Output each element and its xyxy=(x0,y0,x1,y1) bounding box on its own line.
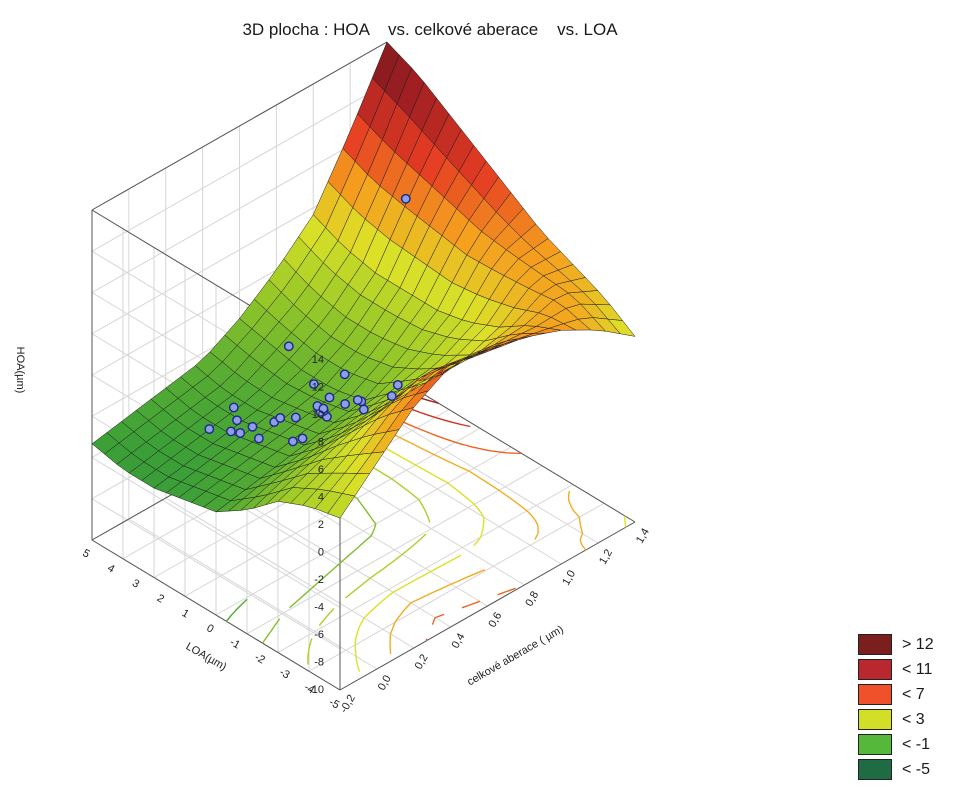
x-tick-label: 0,2 xyxy=(413,652,431,671)
observation-point xyxy=(392,379,403,390)
z-tick-label: -6 xyxy=(314,629,324,641)
legend-swatch xyxy=(858,659,892,680)
y-tick-label: 3 xyxy=(130,577,141,590)
legend-swatch xyxy=(858,709,892,730)
y-axis-title: LOA(µm) xyxy=(184,641,229,674)
legend-swatch xyxy=(858,684,892,705)
y-tick-label: -1 xyxy=(228,636,242,651)
z-tick-label: -8 xyxy=(314,656,324,668)
z-tick-label: -2 xyxy=(314,574,324,586)
x-tick-label: 0,6 xyxy=(486,610,504,629)
legend-label: < -1 xyxy=(902,735,931,753)
observation-point xyxy=(339,369,350,380)
y-tick-label: -3 xyxy=(277,666,291,681)
z-tick-label: 6 xyxy=(318,464,324,476)
x-tick-label: 1,4 xyxy=(634,526,652,545)
observation-point xyxy=(228,402,239,413)
z-tick-label: 4 xyxy=(318,491,324,503)
legend-item: < -5 xyxy=(858,757,958,782)
legend-swatch xyxy=(858,634,892,655)
x-axis-title: celkové aberace ( µm) xyxy=(465,623,565,688)
observation-point xyxy=(290,412,301,423)
observation-point xyxy=(275,412,286,423)
legend-label: < 3 xyxy=(902,710,925,728)
observation-point xyxy=(308,379,319,390)
contour-projection xyxy=(192,379,627,672)
legend-item: < 11 xyxy=(858,657,958,682)
observation-point xyxy=(297,433,308,444)
legend-label: < 7 xyxy=(902,685,925,703)
z-axis-title: HOA(µm) xyxy=(14,347,26,394)
legend-label: < -5 xyxy=(902,760,931,778)
legend-swatch xyxy=(858,734,892,755)
legend: > 12 < 11 < 7 < 3 < -1 < -5 xyxy=(858,632,958,782)
z-tick-label: -10 xyxy=(308,684,324,696)
surface-plot: 14121086420-2-4-6-8-10543210-1-2-3-4-5-0… xyxy=(14,41,652,715)
z-tick-label: 12 xyxy=(312,381,324,393)
observation-point xyxy=(287,436,298,447)
z-tick-label: 8 xyxy=(318,436,324,448)
y-tick-label: 4 xyxy=(105,562,116,575)
legend-item: < 7 xyxy=(858,682,958,707)
x-tick-label: 0,8 xyxy=(523,589,541,608)
observation-point xyxy=(358,404,369,415)
z-tick-label: 14 xyxy=(312,354,324,366)
observation-points xyxy=(204,193,411,447)
z-tick-label: 2 xyxy=(318,519,324,531)
z-tick-label: 0 xyxy=(318,546,324,558)
chart-title: 3D plocha : HOA vs. celkové aberace vs. … xyxy=(242,20,618,39)
x-tick-label: 1,0 xyxy=(560,568,578,587)
surface-cell xyxy=(607,318,636,337)
legend-swatch xyxy=(858,759,892,780)
y-tick-label: -2 xyxy=(252,651,266,666)
observation-point xyxy=(253,433,264,444)
observation-point xyxy=(324,392,335,403)
legend-item: < 3 xyxy=(858,707,958,732)
observation-point xyxy=(247,421,258,432)
observation-point xyxy=(386,391,397,401)
observation-point xyxy=(232,415,242,426)
observation-point xyxy=(283,341,294,352)
observation-point xyxy=(340,399,351,409)
observation-point xyxy=(352,395,363,405)
observation-point xyxy=(204,424,215,435)
x-tick-label: 0,0 xyxy=(376,673,394,692)
x-tick-label: 0,4 xyxy=(450,631,468,650)
y-tick-label: 0 xyxy=(204,622,215,635)
x-tick-label: 1,2 xyxy=(597,547,615,566)
observation-point xyxy=(225,426,236,437)
y-tick-label: 1 xyxy=(180,607,191,620)
z-tick-label: -4 xyxy=(314,601,324,613)
z-tick-label: 10 xyxy=(312,409,324,421)
legend-label: > 12 xyxy=(902,635,934,653)
observation-point xyxy=(235,428,246,438)
y-tick-label: 5 xyxy=(80,547,91,560)
surface-mesh xyxy=(91,41,636,519)
x-tick-label: -0,2 xyxy=(338,693,358,715)
legend-item: > 12 xyxy=(858,632,958,657)
legend-label: < 11 xyxy=(902,660,933,678)
observation-point xyxy=(400,193,411,204)
legend-item: < -1 xyxy=(858,732,958,757)
y-tick-label: 2 xyxy=(155,592,166,605)
observation-point xyxy=(318,403,329,414)
